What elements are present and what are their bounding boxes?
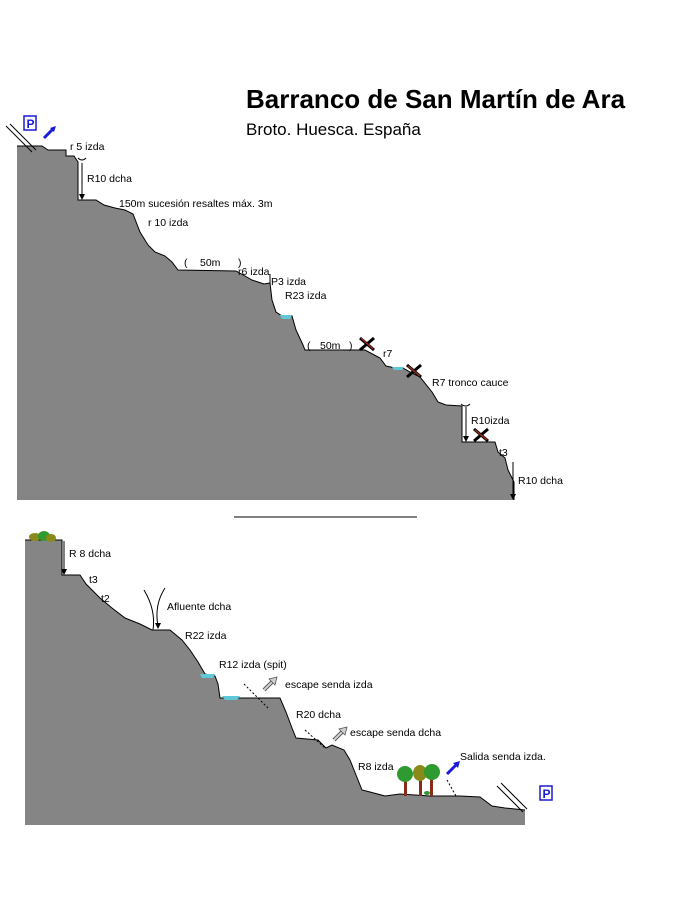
vegetation-icon-top: [29, 531, 56, 542]
label-r8-dcha: R 8 dcha: [69, 548, 111, 560]
label-r10-dcha-2: R10 dcha: [518, 475, 563, 487]
rope-r10-dcha: [77, 157, 87, 200]
escape-arrow-icon-1: [262, 676, 278, 692]
label-afluente: Afluente dcha: [167, 601, 231, 613]
road-icon-start: [5, 123, 37, 153]
svg-text:P: P: [27, 117, 35, 131]
road-icon-end: [496, 782, 528, 813]
label-t3-2: t3: [89, 574, 98, 586]
label-r7: r7: [383, 348, 392, 360]
pool-r12: [200, 674, 215, 678]
page-title: Barranco de San Martín de Ara: [246, 84, 626, 114]
label-r22: R22 izda: [185, 630, 227, 642]
label-p3: P3 izda: [271, 276, 306, 288]
rope-r10-izda: [460, 403, 471, 442]
label-r8-izda: R8 izda: [358, 761, 394, 773]
log-icon-1: [359, 336, 375, 352]
label-escape-izda: escape senda izda: [285, 679, 373, 691]
label-t2: t2: [101, 593, 110, 605]
page-subtitle: Broto. Huesca. España: [246, 120, 421, 139]
label-r7-tronco: R7 tronco cauce: [432, 377, 509, 389]
label-escape-dcha: escape senda dcha: [350, 727, 441, 739]
parking-sign-end: P: [539, 785, 553, 801]
rope-r8-dcha: [61, 541, 67, 575]
pool-r23: [280, 315, 292, 319]
escape-trail-left: [243, 683, 269, 709]
pool-r7: [392, 367, 404, 370]
label-r20: R20 dcha: [296, 709, 341, 721]
canyon-edge-1: [17, 145, 515, 500]
canyon-profile-2: [25, 540, 525, 825]
label-r5: r 5 izda: [70, 141, 105, 153]
rope-r10-dcha-2: [510, 462, 516, 500]
label-resaltes: 150m sucesión resaltes máx. 3m: [119, 198, 273, 210]
parking-sign-start: P: [23, 115, 37, 131]
exit-arrow-icon: [445, 761, 460, 776]
label-r10-izda-2: R10izda: [471, 415, 510, 427]
label-r12: R12 izda (spit): [219, 659, 287, 671]
access-arrow-icon: [42, 126, 56, 140]
tree-icon-group: [397, 764, 440, 796]
escape-arrow-icon-2: [332, 726, 348, 742]
log-icon-3: [473, 427, 489, 443]
label-paren-close-2: ): [349, 340, 353, 352]
escape-trail-right: [304, 729, 326, 749]
label-distance-2: 50m: [320, 340, 341, 352]
section-2-profile: P R 8 dcha t3 t2 Afluente dcha R22 izda …: [25, 531, 553, 825]
pool-r20: [222, 696, 240, 700]
label-r23: R23 izda: [285, 290, 327, 302]
label-paren-open-1: (: [184, 257, 188, 269]
label-salida: Salida senda izda.: [460, 751, 546, 763]
label-paren-open-2: (: [307, 340, 311, 352]
canyon-edge-2: [25, 539, 526, 811]
label-t3: t3: [499, 447, 508, 459]
svg-text:P: P: [543, 787, 551, 801]
label-paren-close-1: ): [238, 257, 242, 269]
label-r10-dcha: R10 dcha: [87, 173, 132, 185]
section-1-profile: P r 5 izda R10 dcha 150m sucesión resalt…: [5, 115, 563, 500]
label-distance-1: 50m: [200, 257, 221, 269]
afluente-icon: [143, 587, 166, 631]
label-r6: r6 izda: [238, 266, 270, 278]
log-icon-2: [406, 363, 422, 379]
label-r10-izda: r 10 izda: [148, 217, 188, 229]
exit-trail: [446, 779, 457, 797]
